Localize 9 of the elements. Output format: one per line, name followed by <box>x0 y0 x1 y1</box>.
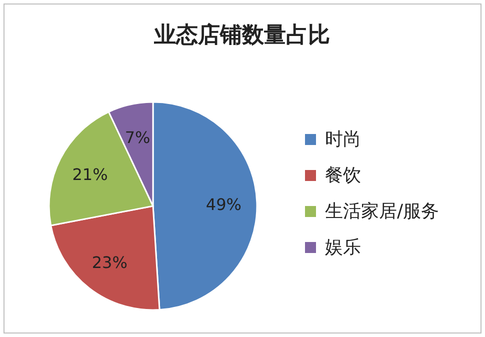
data-label: 23% <box>92 252 128 272</box>
legend-label: 娱乐 <box>325 237 361 258</box>
legend-label: 时尚 <box>325 129 361 150</box>
data-label: 7% <box>124 128 150 147</box>
data-label: 21% <box>72 164 108 184</box>
chart-title: 业态店铺数量占比 <box>153 22 330 48</box>
legend-label: 餐饮 <box>325 165 361 186</box>
data-label: 49% <box>206 194 242 214</box>
legend-label: 生活家居/服务 <box>325 201 440 222</box>
